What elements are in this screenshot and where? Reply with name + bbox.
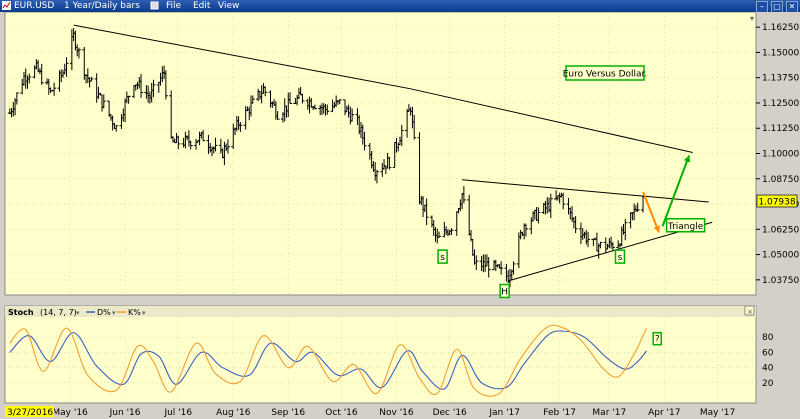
annotation-box	[665, 218, 706, 233]
arrow-line	[642, 191, 660, 233]
x-tick-label: May '16	[52, 408, 88, 418]
y-tick-label: 1.11250	[762, 124, 799, 134]
stoch-tick-label: 80	[762, 333, 774, 343]
trendline	[410, 88, 693, 153]
y-tick-label: 1.10000	[762, 150, 799, 160]
annotation-label: Triangle	[667, 222, 704, 232]
menu-file[interactable]: File	[166, 1, 182, 11]
start-date-label: 3/27/2016	[5, 406, 54, 418]
annotation-box	[499, 283, 510, 299]
y-tick-label: 1.08750	[762, 175, 799, 185]
stoch-series-d	[9, 330, 647, 390]
y-tick-label: 1.15000	[762, 48, 799, 58]
axes: 1.16250 1.15000 1.13750 1.12500 1.11250 1.100…	[52, 23, 799, 418]
svg-text:×: ×	[747, 308, 753, 316]
x-tick-label: Aug '16	[216, 408, 251, 418]
x-tick-label: Dec '16	[433, 408, 467, 418]
menu-view[interactable]: View	[218, 1, 240, 11]
trendline	[73, 24, 411, 90]
arrow-head	[683, 155, 691, 163]
y-tick-label: 1.05000	[762, 251, 799, 261]
stoch-series-k	[9, 324, 648, 397]
stoch-close-icon	[744, 305, 755, 316]
stoch-annotation-box	[652, 331, 662, 346]
stoch-tick-label: 40	[762, 364, 774, 374]
y-tick-label: 1.12500	[762, 99, 799, 109]
stochastic-panel[interactable]	[4, 305, 757, 404]
stoch-lines	[9, 324, 648, 397]
start-date: 3/27/2016	[7, 408, 53, 418]
annotation-box	[437, 249, 448, 264]
chart-app-icon	[2, 1, 11, 10]
minimize-button[interactable]: –	[756, 1, 768, 13]
x-tick-label: Mar '17	[592, 408, 626, 418]
top-right-icons[interactable]: ▾ ×	[744, 14, 755, 316]
x-tick-label: Jun '16	[109, 408, 141, 418]
window-subtitle: 1 Year/Daily bars	[64, 1, 140, 11]
window-title: EUR.USD	[14, 1, 55, 11]
x-tick-label: May '17	[700, 408, 735, 418]
arrow-head	[653, 225, 660, 233]
x-tick-label: Oct '16	[325, 408, 358, 418]
price-bars	[7, 28, 646, 288]
stoch-legend: Stoch (14, 7, 7) ▾ D% ▾ K% ▾	[8, 308, 146, 317]
save-icon[interactable]	[150, 1, 159, 10]
chart-area[interactable]: 1.16250 1.15000 1.13750 1.12500 1.11250 1.100…	[0, 12, 800, 419]
x-tick-label: Apr '17	[648, 408, 680, 418]
close-button[interactable]: ✕	[786, 1, 798, 13]
stoch-params: (14, 7, 7)	[40, 308, 77, 317]
x-tick-label: Sep '16	[271, 408, 305, 418]
svg-text:▾: ▾	[112, 309, 116, 317]
x-tick-label: Nov '16	[379, 408, 414, 418]
grid	[8, 12, 753, 403]
legend-d: D%	[97, 308, 111, 317]
stoch-header	[5, 306, 756, 317]
annotation-label: s	[440, 253, 445, 263]
annotation-box	[614, 249, 626, 264]
y-tick-label: 1.13750	[762, 74, 799, 84]
x-tick-label: Jul '16	[163, 408, 192, 418]
annotations: s Hs Triangle?	[437, 218, 706, 346]
svg-text:▾: ▾	[76, 309, 80, 317]
chart-title-box: Euro Versus Dollar.	[563, 65, 648, 81]
stoch-annotation-label: ?	[655, 335, 660, 345]
stoch-title: Stoch	[8, 308, 34, 317]
annotation-label: s	[618, 253, 623, 263]
y-tick-label: 1.06250	[762, 225, 799, 235]
y-tick-label: 1.03750	[762, 276, 799, 286]
annotation-label: H	[501, 287, 508, 297]
trendline	[462, 179, 709, 203]
stoch-tick-label: 60	[762, 348, 774, 358]
last-price-label: 1.07938	[756, 194, 798, 208]
stoch-tick-label: 20	[762, 379, 774, 389]
x-tick-label: Feb '17	[543, 408, 576, 418]
legend-k: K%	[128, 308, 141, 317]
panel-menu-icon: ▾	[750, 14, 754, 23]
chart-title: Euro Versus Dollar.	[563, 70, 648, 80]
last-price-value: 1.07938	[758, 198, 795, 208]
y-tick-label: 1.16250	[762, 23, 799, 33]
menu-edit[interactable]: Edit	[193, 1, 211, 11]
trendlines	[73, 24, 713, 282]
svg-text:▾: ▾	[142, 309, 146, 317]
title-bar: EUR.USD 1 Year/Daily bars File Edit View…	[0, 0, 800, 13]
arrow-line	[661, 155, 691, 227]
x-tick-label: Jan '17	[488, 408, 520, 418]
